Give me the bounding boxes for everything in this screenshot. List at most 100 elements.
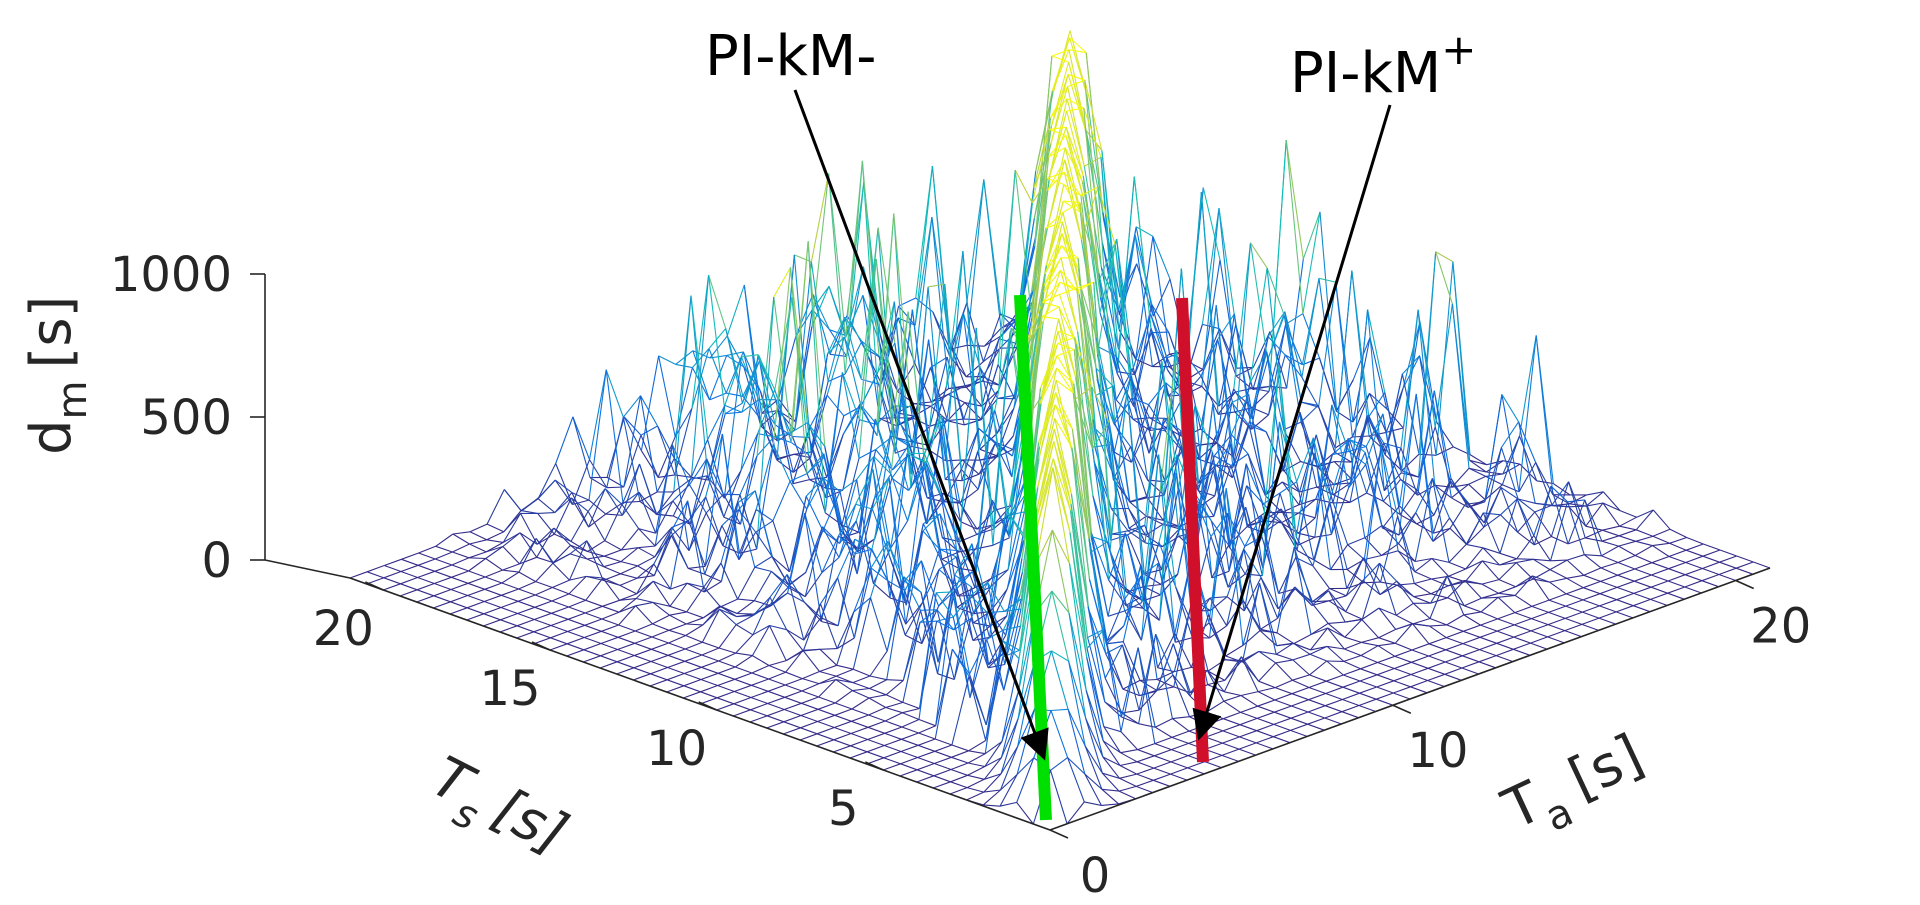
mesh-segment (433, 595, 451, 603)
mesh-segment (909, 406, 928, 499)
mesh-segment (670, 500, 689, 532)
mesh-segment (761, 409, 779, 415)
mesh-segment (654, 527, 673, 547)
mesh-segment (1252, 385, 1270, 389)
mesh-segment (818, 696, 836, 704)
mesh-segment (1463, 611, 1482, 616)
mesh-segment (1249, 242, 1269, 360)
mesh-segment (1478, 661, 1496, 669)
mesh-segment (1533, 486, 1552, 536)
mesh-segment (1076, 288, 1094, 420)
mesh-segment (620, 528, 640, 551)
mesh-segment (810, 173, 830, 262)
mesh-segment (734, 655, 753, 668)
mesh-segment (1273, 717, 1292, 725)
mesh-segment (877, 227, 896, 454)
mesh-segment (706, 458, 724, 495)
mesh-segment (1308, 692, 1326, 701)
mesh-segment (1308, 699, 1326, 707)
mesh-segment (366, 564, 385, 573)
mesh-segment (1054, 404, 1073, 448)
mesh-segment (1116, 239, 1134, 368)
mesh-segment (835, 679, 853, 684)
mesh-segment (502, 546, 520, 565)
mesh-segment (1058, 294, 1077, 344)
mesh-segment (1668, 549, 1687, 558)
mesh-segment (1427, 661, 1446, 669)
mesh-segment (536, 527, 555, 545)
mesh-segment (801, 702, 819, 710)
mesh-segment (667, 660, 685, 669)
mesh-segment (534, 586, 553, 596)
mesh-segment (1498, 586, 1516, 594)
mesh-segment (1148, 382, 1167, 405)
mesh-segment (1379, 562, 1398, 582)
mesh-segment (766, 721, 784, 729)
mesh-segment (417, 570, 435, 579)
mesh-segment (600, 642, 618, 651)
mesh-segment (1483, 512, 1501, 516)
mesh-segment (1116, 176, 1135, 374)
mesh-segment (960, 428, 980, 470)
mesh-segment (1347, 438, 1366, 538)
mesh-segment (954, 543, 973, 591)
mesh-segment (1200, 339, 1219, 377)
mesh-segment (518, 581, 536, 590)
mesh-segment (1516, 498, 1535, 536)
mesh-segment (1106, 641, 1124, 645)
mesh-segment (771, 571, 789, 588)
mesh-segment (767, 702, 785, 711)
mesh-segment (869, 650, 888, 677)
mesh-segment (538, 463, 557, 498)
mesh-segment (537, 512, 555, 514)
mesh-segment (1550, 486, 1569, 545)
mesh-segment (601, 618, 619, 626)
mesh-segment (1633, 598, 1651, 607)
mesh-segment (1517, 498, 1536, 513)
mesh-segment (755, 444, 774, 510)
ta-axis-line (1049, 567, 1771, 831)
mesh-segment (1498, 562, 1517, 580)
mesh-segment (1256, 717, 1274, 725)
mesh-segment (1396, 580, 1414, 604)
mesh-segment (767, 684, 786, 692)
mesh-segment (821, 620, 839, 627)
mesh-segment (925, 418, 944, 524)
mesh-segment (551, 606, 569, 614)
mesh-segment (1393, 673, 1412, 682)
mesh-segment (633, 667, 651, 675)
mesh-segment (621, 463, 641, 516)
mesh-segment (1469, 454, 1487, 466)
mesh-segment (1364, 452, 1383, 526)
mesh-segment (1412, 617, 1431, 625)
ts-tick-label: 10 (646, 721, 707, 777)
mesh-segment (1312, 565, 1330, 589)
mesh-segment (1295, 557, 1314, 567)
mesh-segment (1415, 512, 1434, 542)
mesh-segment (981, 390, 999, 407)
mesh-segment (1378, 642, 1396, 647)
mesh-segment (1447, 580, 1466, 599)
mesh-segment (785, 678, 803, 686)
mesh-segment (1127, 524, 1146, 536)
mesh-segment (1634, 574, 1652, 582)
mesh-segment (1158, 454, 1177, 588)
mesh-segment (686, 623, 703, 626)
mesh-segment (806, 453, 825, 474)
mesh-segment (962, 251, 981, 461)
mesh-segment (417, 564, 435, 572)
mesh-segment (1028, 228, 1047, 346)
mesh-segment (772, 556, 790, 573)
mesh-segment (650, 666, 668, 675)
mesh-segment (620, 547, 639, 563)
mesh-segment (721, 433, 740, 560)
mesh-segment (1384, 454, 1403, 472)
mesh-segment (1360, 661, 1378, 670)
mesh-segment (584, 630, 602, 639)
mesh-segment (1652, 509, 1671, 530)
mesh-segment (1134, 235, 1153, 367)
mesh-segment (1496, 655, 1514, 663)
mesh-segment (986, 639, 1005, 691)
mesh-segment (1383, 442, 1402, 449)
mesh-segment (1565, 617, 1583, 625)
